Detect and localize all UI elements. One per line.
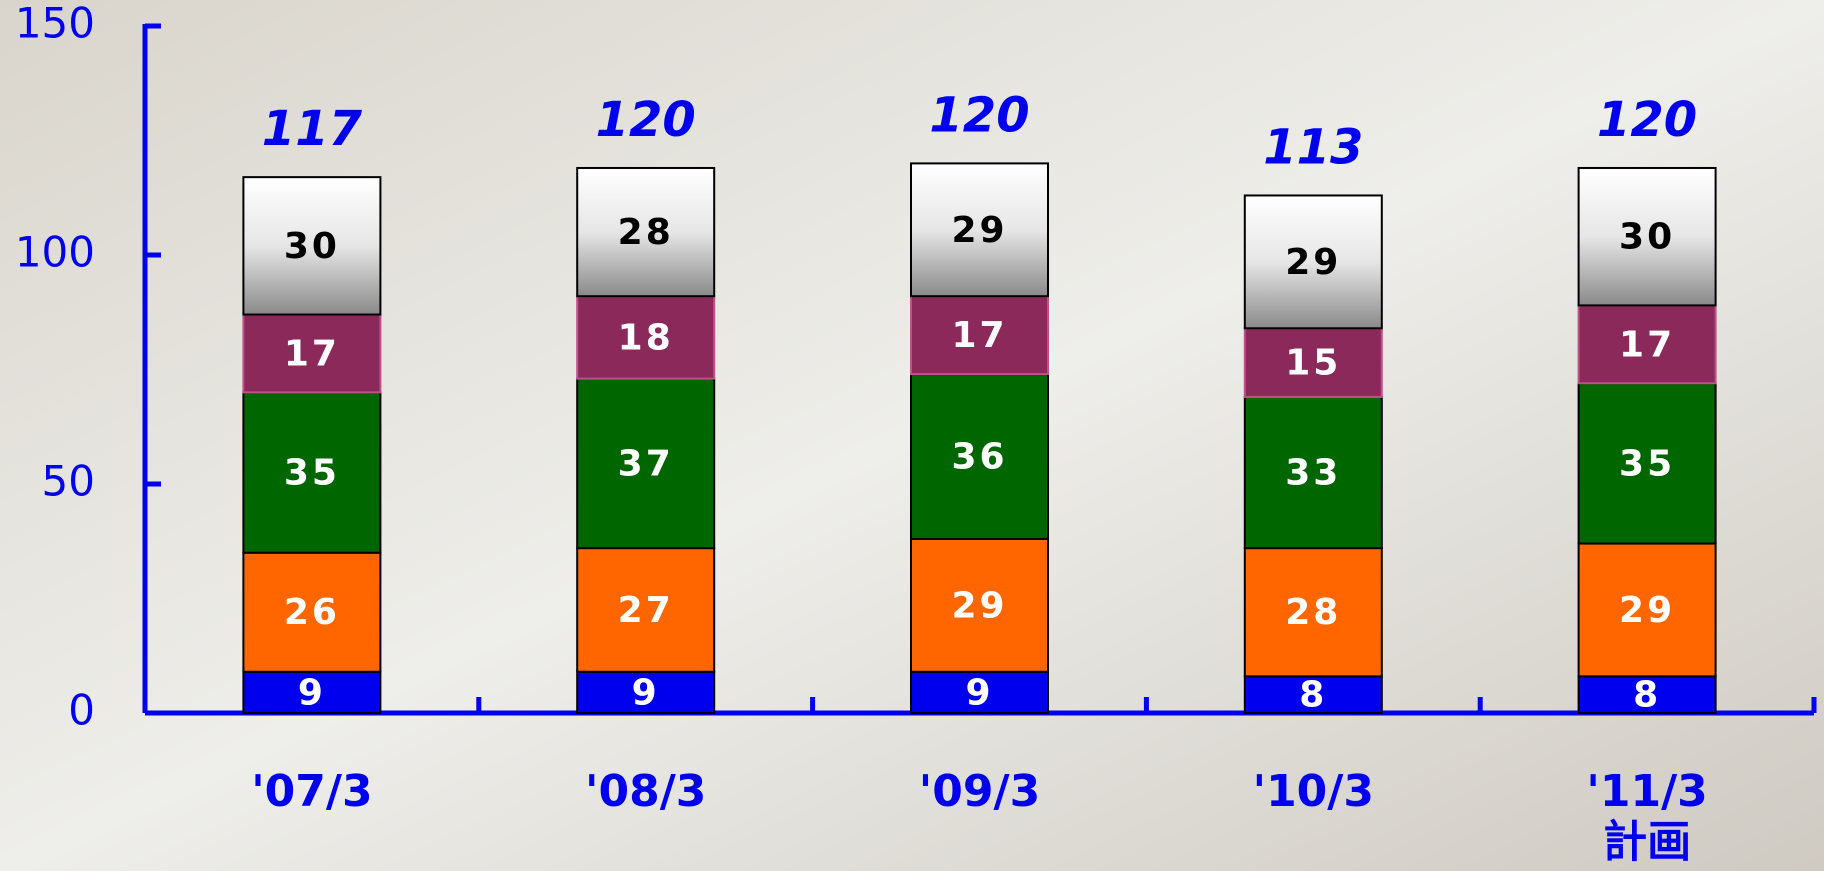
total-label: 113	[1263, 119, 1363, 175]
value-label: 18	[618, 317, 674, 358]
value-label: 17	[1619, 324, 1675, 365]
value-label: 17	[951, 315, 1007, 356]
y-tick-label: 0	[68, 686, 95, 735]
chart: 0 50 100 150 '07/3 9 26 35 17 30 117 '08/3 9 27 37 18 28…	[0, 0, 1824, 871]
value-label: 28	[1285, 592, 1341, 633]
value-label: 35	[1619, 443, 1675, 484]
y-tick-label: 100	[15, 228, 95, 277]
total-label: 120	[596, 92, 696, 148]
y-tick-label: 50	[42, 457, 95, 506]
total-label: 117	[262, 101, 363, 157]
value-label: 9	[965, 672, 993, 713]
x-tick-label: '08/3	[585, 766, 706, 817]
x-tick-label: '07/3	[251, 766, 372, 817]
x-tick-label: '09/3	[919, 766, 1040, 817]
value-label: 36	[951, 437, 1007, 478]
value-label: 8	[1299, 675, 1327, 716]
value-label: 8	[1633, 675, 1661, 716]
value-label: 29	[1619, 590, 1675, 631]
value-label: 37	[618, 443, 674, 484]
x-tick-label: '10/3	[1253, 766, 1374, 817]
value-label: 9	[632, 672, 660, 713]
value-label: 29	[951, 210, 1007, 251]
value-label: 26	[284, 592, 340, 633]
value-label: 29	[1285, 242, 1341, 283]
y-tick-label: 150	[15, 0, 95, 48]
value-label: 17	[284, 333, 340, 374]
value-label: 30	[284, 226, 340, 267]
total-label: 120	[1597, 92, 1697, 148]
page: 0 50 100 150 '07/3 9 26 35 17 30 117 '08/3 9 27 37 18 28…	[0, 0, 1824, 871]
value-label: 30	[1619, 217, 1675, 258]
value-label: 15	[1285, 343, 1341, 384]
value-label: 35	[284, 453, 340, 494]
total-label: 120	[929, 87, 1029, 143]
value-label: 29	[951, 585, 1007, 626]
value-label: 28	[618, 212, 674, 253]
value-label: 33	[1285, 453, 1341, 494]
value-label: 9	[298, 672, 326, 713]
value-label: 27	[618, 590, 674, 631]
